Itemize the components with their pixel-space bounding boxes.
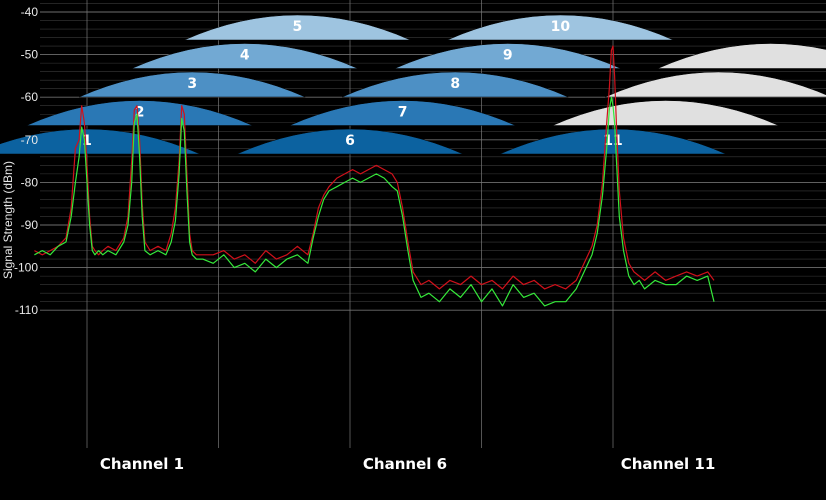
y-tick-label: -80 — [21, 175, 39, 189]
channel-arc-label: 7 — [398, 105, 408, 121]
signal-series — [34, 45, 715, 307]
y-tick-labels: -40 -50 -60 -70 -80 -90 -100 -110 — [14, 5, 38, 317]
y-tick-label: -60 — [21, 90, 39, 104]
channel-arc-label: 9 — [503, 48, 513, 64]
channel-arc-label: 10 — [551, 19, 571, 35]
series-line-green — [34, 96, 715, 307]
channel-arc-label: 3 — [187, 76, 197, 92]
channel-arc-label: 6 — [345, 133, 355, 149]
x-channel-label: Channel 6 — [363, 455, 447, 473]
channel-arc — [289, 100, 516, 126]
channel-arc-label: 1 — [82, 133, 92, 149]
channel-arc — [499, 128, 727, 155]
x-channel-label: Channel 1 — [100, 455, 184, 473]
y-tick-label: -50 — [21, 48, 39, 62]
series-line-red — [34, 45, 715, 290]
channel-arc — [394, 43, 621, 69]
channel-arc-label: 5 — [293, 19, 303, 35]
channel-arc — [184, 14, 411, 41]
channel-arc — [0, 128, 201, 155]
y-tick-label: -90 — [21, 218, 39, 232]
channel-arc-label: 8 — [450, 76, 460, 92]
y-tick-label: -70 — [21, 133, 39, 147]
channel-arc — [26, 100, 253, 126]
channel-arc-label: 4 — [240, 48, 250, 64]
channel-arc — [657, 43, 826, 69]
y-tick-label: -110 — [15, 303, 38, 317]
channel-arc — [79, 71, 306, 98]
channel-arc — [131, 43, 358, 69]
y-tick-label: -100 — [14, 261, 38, 275]
x-channel-label: Channel 11 — [621, 455, 716, 473]
x-channel-labels: Channel 1 Channel 6 Channel 11 — [100, 455, 715, 473]
y-axis-label: Signal Strength (dBm) — [1, 161, 15, 279]
channel-arc — [342, 71, 569, 98]
channel-arc-label: 2 — [135, 105, 145, 121]
channel-arc — [605, 71, 826, 98]
y-tick-label: -40 — [21, 5, 39, 19]
channel-arc — [236, 128, 464, 155]
channel-arc — [447, 14, 674, 41]
